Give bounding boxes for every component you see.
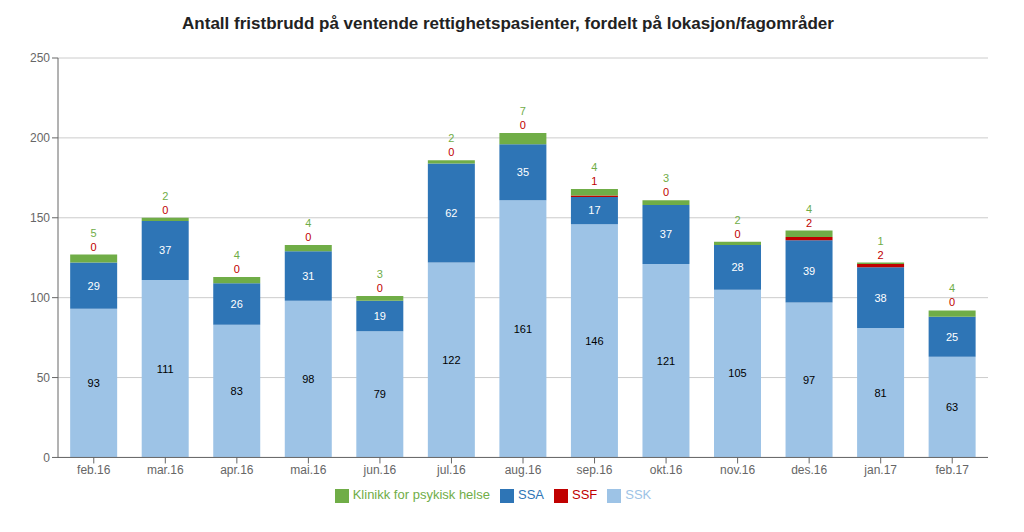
html-text:Klinikk for psykisk helse: Klinikk for psykisk helse	[352, 487, 490, 503]
svg-text:0: 0	[305, 231, 311, 243]
svg-text:sep.16: sep.16	[577, 463, 613, 477]
svg-text:19: 19	[374, 310, 386, 322]
svg-text:0: 0	[663, 186, 669, 198]
svg-text:146: 146	[585, 335, 603, 347]
svg-text:62: 62	[445, 207, 457, 219]
svg-text:1: 1	[591, 175, 597, 187]
svg-text:0: 0	[448, 146, 454, 158]
html-text:Antall fristbrudd på ventende: Antall fristbrudd på ventende rettighets…	[182, 14, 834, 33]
svg-text:26: 26	[231, 298, 243, 310]
svg-text:7: 7	[520, 105, 526, 117]
svg-text:0: 0	[162, 204, 168, 216]
svg-text:4: 4	[305, 217, 311, 229]
svg-text:25: 25	[946, 331, 958, 343]
svg-text:jan.17: jan.17	[863, 463, 897, 477]
svg-text:200: 200	[30, 131, 50, 145]
svg-text:2: 2	[806, 217, 812, 229]
svg-text:jul.16: jul.16	[436, 463, 466, 477]
svg-text:100: 100	[30, 291, 50, 305]
svg-text:122: 122	[442, 354, 460, 366]
svg-text:83: 83	[231, 385, 243, 397]
svg-text:4: 4	[806, 203, 812, 215]
svg-text:161: 161	[514, 323, 532, 335]
svg-text:mar.16: mar.16	[147, 463, 184, 477]
svg-text:29: 29	[88, 280, 100, 292]
svg-text:2: 2	[734, 214, 740, 226]
svg-text:4: 4	[949, 282, 955, 294]
svg-text:121: 121	[657, 355, 675, 367]
svg-text:0: 0	[949, 296, 955, 308]
svg-text:0: 0	[377, 282, 383, 294]
html-text:SSK: SSK	[625, 487, 652, 503]
svg-text:0: 0	[43, 451, 50, 465]
svg-text:79: 79	[374, 388, 386, 400]
svg-text:2: 2	[162, 190, 168, 202]
svg-text:39: 39	[803, 265, 815, 277]
svg-text:37: 37	[159, 244, 171, 256]
svg-text:35: 35	[517, 166, 529, 178]
svg-text:0: 0	[91, 241, 97, 253]
svg-text:93: 93	[88, 377, 100, 389]
svg-text:nov.16: nov.16	[720, 463, 755, 477]
svg-text:150: 150	[30, 211, 50, 225]
svg-text:aug.16: aug.16	[505, 463, 542, 477]
svg-text:38: 38	[874, 292, 886, 304]
svg-text:98: 98	[302, 373, 314, 385]
svg-text:37: 37	[660, 228, 672, 240]
svg-text:feb.16: feb.16	[77, 463, 111, 477]
svg-text:mai.16: mai.16	[290, 463, 326, 477]
html-text:SSF: SSF	[572, 487, 598, 503]
svg-text:4: 4	[591, 161, 597, 173]
svg-text:des.16: des.16	[791, 463, 827, 477]
svg-text:0: 0	[234, 263, 240, 275]
svg-text:63: 63	[946, 401, 958, 413]
svg-text:250: 250	[30, 51, 50, 65]
svg-text:105: 105	[728, 367, 746, 379]
svg-text:1: 1	[878, 235, 884, 247]
svg-text:5: 5	[91, 227, 97, 239]
svg-text:4: 4	[234, 249, 240, 261]
svg-text:3: 3	[663, 172, 669, 184]
svg-text:jun.16: jun.16	[363, 463, 397, 477]
svg-text:50: 50	[37, 371, 51, 385]
svg-text:111: 111	[157, 363, 174, 375]
svg-text:apr.16: apr.16	[220, 463, 254, 477]
svg-text:2: 2	[878, 249, 884, 261]
svg-text:97: 97	[803, 374, 815, 386]
svg-text:3: 3	[377, 268, 383, 280]
svg-text:okt.16: okt.16	[650, 463, 683, 477]
html-text:SSA: SSA	[518, 487, 544, 503]
svg-text:28: 28	[731, 261, 743, 273]
svg-text:17: 17	[588, 204, 600, 216]
svg-text:0: 0	[734, 228, 740, 240]
svg-text:31: 31	[302, 270, 314, 282]
svg-text:81: 81	[874, 387, 886, 399]
svg-text:2: 2	[448, 132, 454, 144]
svg-text:feb.17: feb.17	[936, 463, 970, 477]
svg-text:0: 0	[520, 119, 526, 131]
